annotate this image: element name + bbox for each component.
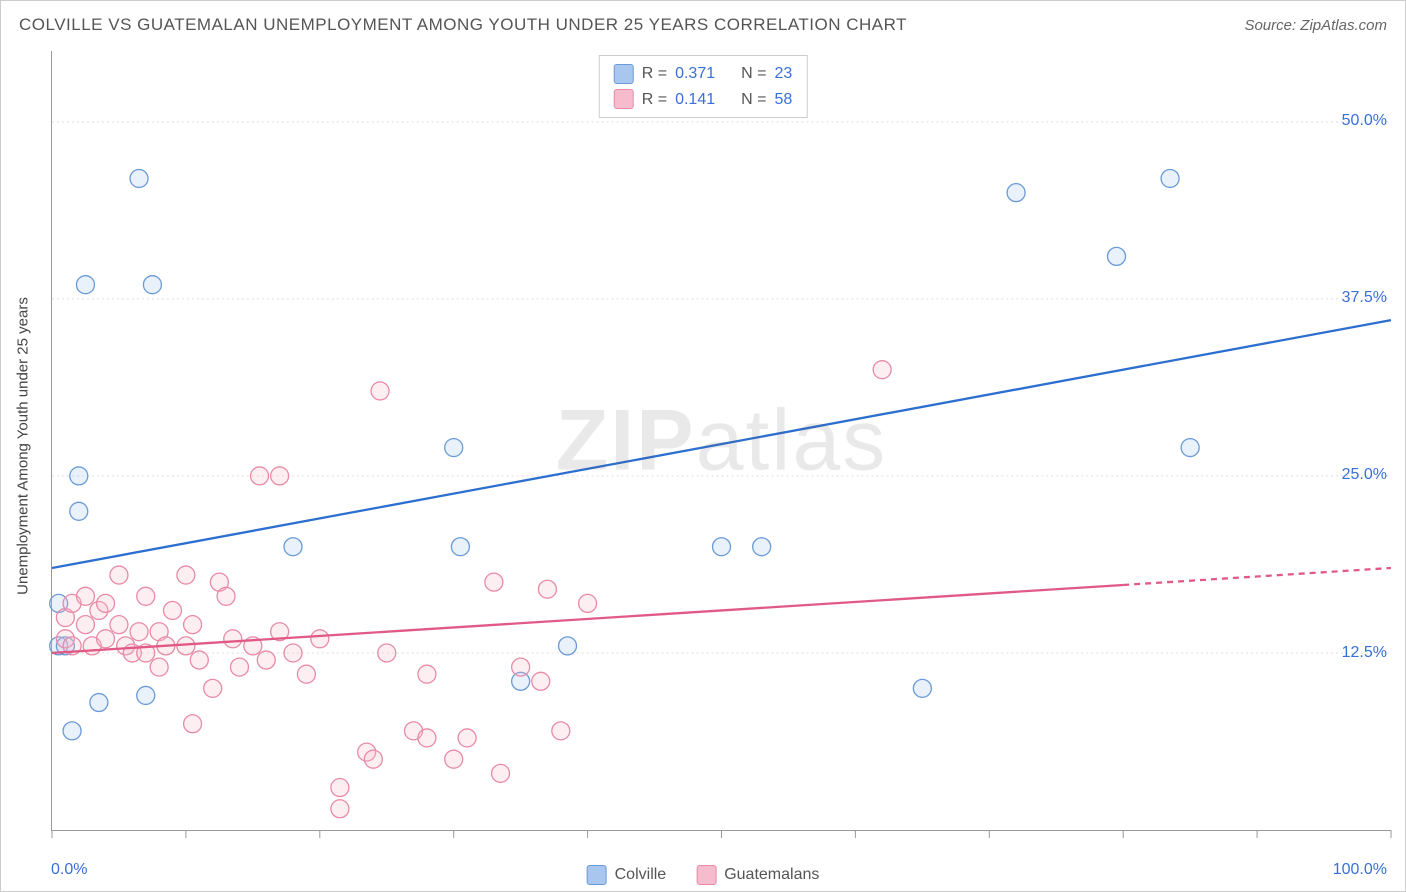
correlation-legend: R = 0.371 N = 23 R = 0.141 N = 58: [599, 55, 808, 118]
legend-row-guatemalans: R = 0.141 N = 58: [614, 87, 793, 113]
y-tick-label: 50.0%: [1342, 112, 1387, 130]
source-attribution: Source: ZipAtlas.com: [1244, 17, 1387, 34]
swatch-colville: [614, 64, 634, 84]
legend-item-colville: Colville: [587, 865, 667, 885]
chart-title: COLVILLE VS GUATEMALAN UNEMPLOYMENT AMON…: [19, 15, 907, 35]
y-tick-label: 25.0%: [1342, 466, 1387, 484]
swatch-colville-bottom: [587, 865, 607, 885]
chart-header: COLVILLE VS GUATEMALAN UNEMPLOYMENT AMON…: [1, 1, 1405, 49]
legend-row-colville: R = 0.371 N = 23: [614, 61, 793, 87]
swatch-guatemalans: [614, 89, 634, 109]
swatch-guatemalans-bottom: [696, 865, 716, 885]
x-axis-min: 0.0%: [51, 861, 87, 879]
plot-area: ZIPatlas: [51, 51, 1391, 831]
y-axis-label: Unemployment Among Youth under 25 years: [15, 297, 32, 595]
legend-item-guatemalans: Guatemalans: [696, 865, 819, 885]
y-tick-label: 12.5%: [1342, 644, 1387, 662]
chart-svg: [52, 51, 1391, 830]
series-legend: Colville Guatemalans: [587, 865, 820, 885]
x-axis-max: 100.0%: [1333, 861, 1387, 879]
y-tick-label: 37.5%: [1342, 289, 1387, 307]
chart-container: COLVILLE VS GUATEMALAN UNEMPLOYMENT AMON…: [0, 0, 1406, 892]
